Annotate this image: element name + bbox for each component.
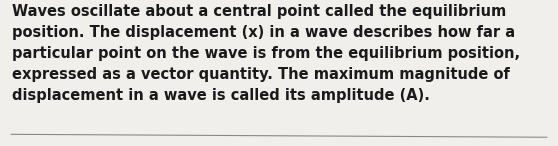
Text: Waves oscillate about a central point called the equilibrium
position. The displ: Waves oscillate about a central point ca…	[12, 4, 521, 103]
